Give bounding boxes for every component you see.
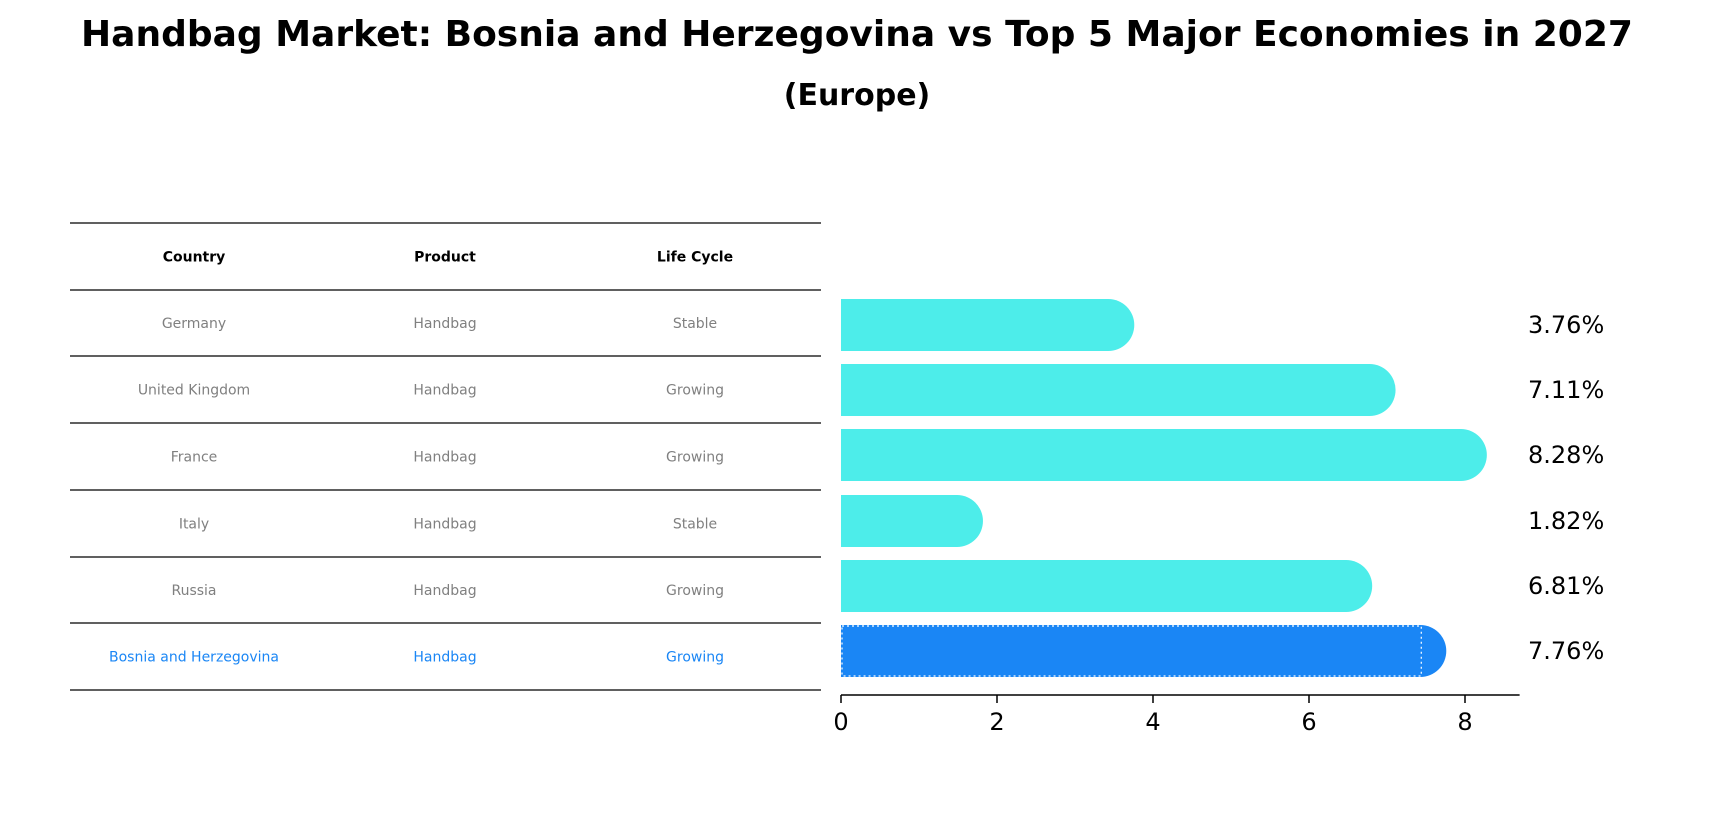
chart-subtitle: (Europe) [783, 78, 931, 113]
table-cell: Stable [673, 517, 717, 533]
table-header-cell: Life Cycle [657, 250, 733, 266]
table-cell: Handbag [413, 650, 476, 666]
table-cell: Russia [171, 583, 216, 599]
bar [841, 560, 1373, 612]
table-cell: Growing [666, 583, 724, 599]
table-cell: France [171, 450, 218, 466]
bar-value-label: 1.82% [1528, 507, 1604, 535]
bar-value-label: 7.11% [1528, 376, 1604, 404]
table-cell: Handbag [413, 450, 476, 466]
table-header-cell: Product [414, 250, 476, 266]
bar [841, 495, 983, 547]
x-tick-label: 2 [989, 708, 1004, 736]
table-cell: Handbag [413, 517, 476, 533]
table-cell: Bosnia and Herzegovina [109, 650, 279, 666]
bar-value-label: 3.76% [1528, 311, 1604, 339]
table-header-cell: Country [163, 250, 226, 266]
table-cell: Stable [673, 316, 717, 332]
chart-title: Handbag Market: Bosnia and Herzegovina v… [81, 14, 1633, 55]
table-cell: Handbag [413, 383, 476, 399]
x-tick-label: 6 [1301, 708, 1316, 736]
bar-value-label: 7.76% [1528, 637, 1604, 665]
table-cell: Growing [666, 383, 724, 399]
bar-highlight [841, 625, 1447, 677]
table-cell: United Kingdom [138, 383, 250, 399]
bar [841, 429, 1487, 481]
table-cell: Growing [666, 450, 724, 466]
bar-value-label: 8.28% [1528, 441, 1604, 469]
table-cell: Handbag [413, 583, 476, 599]
x-tick-label: 0 [833, 708, 848, 736]
bar [841, 299, 1135, 351]
x-tick-label: 8 [1457, 708, 1472, 736]
table-cell: Handbag [413, 316, 476, 332]
bar [841, 364, 1396, 416]
table-cell: Growing [666, 650, 724, 666]
table-cell: Germany [162, 316, 226, 332]
x-tick-label: 4 [1145, 708, 1160, 736]
table-cell: Italy [179, 517, 209, 533]
bar-value-label: 6.81% [1528, 572, 1604, 600]
